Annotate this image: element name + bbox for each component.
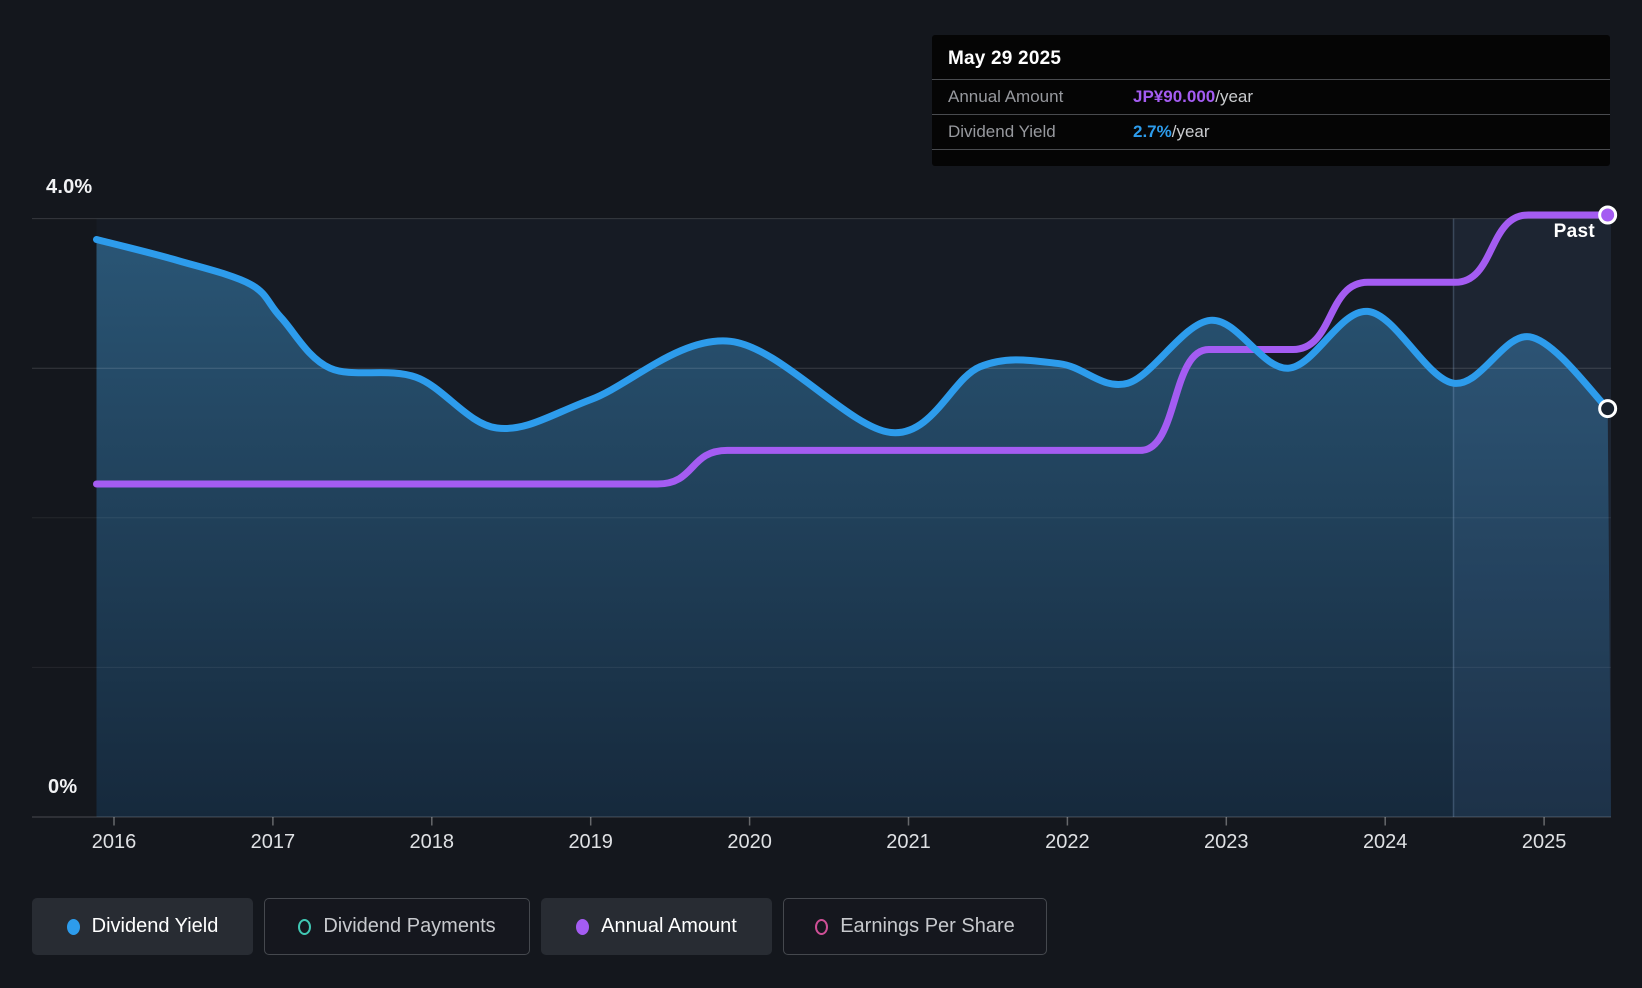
gridlines (32, 218, 1611, 818)
tooltip-row-dividend-yield: Dividend Yield 2.7%/year (932, 114, 1610, 150)
y-axis-label-top: 4.0% (46, 176, 93, 198)
tooltip-label: Annual Amount (948, 87, 1064, 106)
tooltip-label: Dividend Yield (948, 122, 1056, 141)
x-axis-label: 2022 (1045, 831, 1090, 853)
dividend-yield-dot-icon (66, 918, 80, 935)
x-axis-label: 2018 (409, 831, 455, 853)
past-label: Past (1553, 221, 1595, 242)
y-axis-label-zero: 0% (48, 776, 78, 798)
legend-button-dividend-yield[interactable]: Dividend Yield (32, 898, 253, 955)
tooltip-suffix: /year (1215, 87, 1254, 106)
legend-button-annual-amount[interactable]: Annual Amount (541, 898, 772, 955)
legend-button-dividend-payments[interactable]: Dividend Payments (264, 898, 530, 955)
x-axis-label: 2016 (91, 831, 137, 853)
x-axis-label: 2019 (568, 831, 613, 853)
dividend-payments-ring-icon (298, 918, 312, 935)
legend-label: Earnings Per Share (840, 915, 1015, 937)
x-axis-label: 2017 (250, 831, 296, 853)
x-axis-label: 2020 (727, 831, 772, 853)
x-axis-label: 2025 (1521, 831, 1567, 853)
past-region-highlight (1453, 218, 1611, 818)
chart-tooltip: May 29 2025 Annual Amount JP¥90.000/year… (932, 35, 1610, 166)
legend-label: Annual Amount (601, 915, 737, 937)
annual-amount-end-marker (1598, 205, 1618, 225)
earnings-per-share-ring-icon (815, 918, 829, 935)
tooltip-suffix: /year (1171, 122, 1210, 141)
x-axis-label: 2024 (1362, 831, 1408, 853)
tooltip-value: 2.7% (1133, 122, 1172, 141)
dividend-yield-line (93, 236, 1612, 437)
dividend-yield-end-marker (1598, 399, 1618, 419)
legend-label: Dividend Yield (91, 915, 219, 937)
annual-amount-line (93, 211, 1612, 488)
x-axis-label: 2021 (886, 831, 931, 853)
tooltip-value: JP¥90.000 (1133, 87, 1216, 106)
dividend-yield-area (96, 239, 1611, 817)
legend-label: Dividend Payments (323, 915, 496, 937)
tooltip-date: May 29 2025 (948, 48, 1062, 69)
x-axis-label: 2023 (1204, 831, 1249, 853)
chart-legend: Dividend Yield Dividend Payments Annual … (32, 898, 1047, 955)
legend-button-earnings-per-share[interactable]: Earnings Per Share (783, 898, 1047, 955)
annual-amount-dot-icon (576, 918, 590, 935)
tooltip-row-annual-amount: Annual Amount JP¥90.000/year (932, 79, 1610, 114)
x-axis-ticks (113, 817, 1545, 826)
